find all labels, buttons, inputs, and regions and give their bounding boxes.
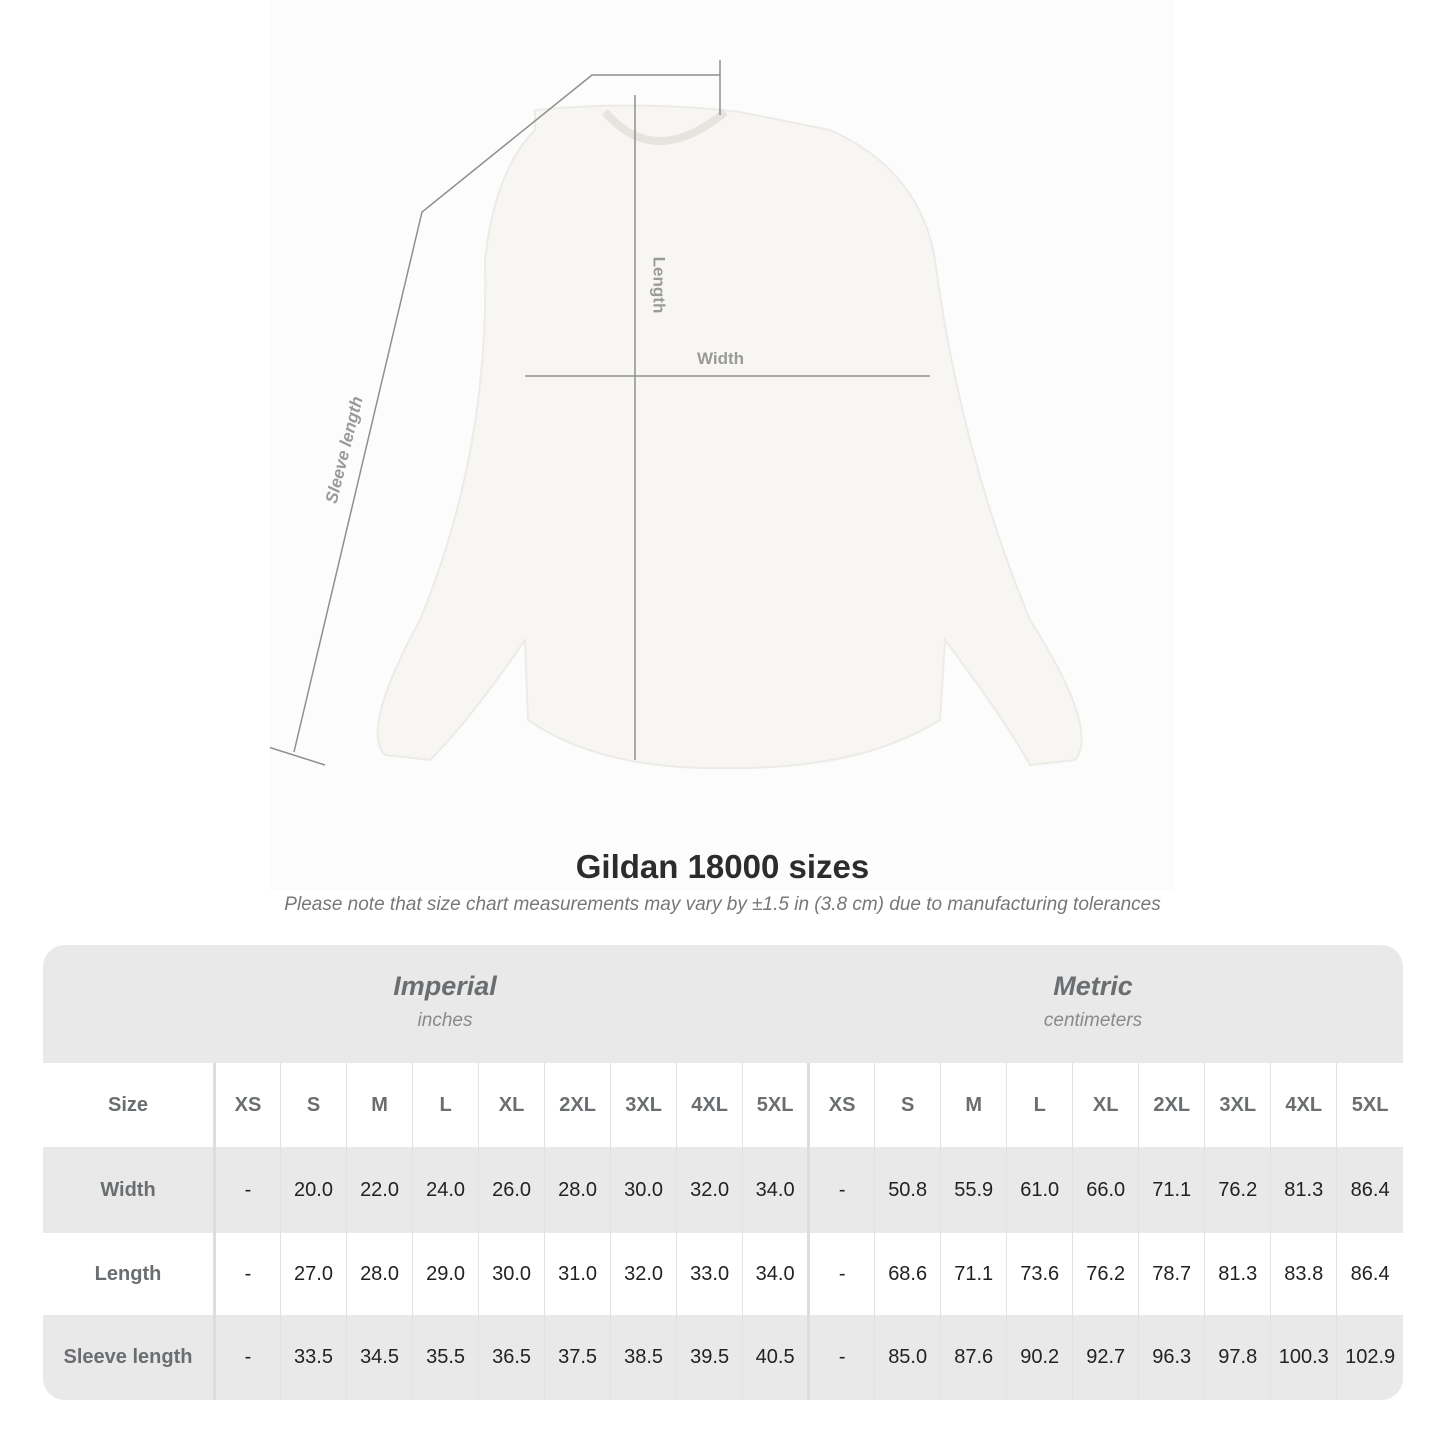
metric-size-header: XS bbox=[807, 1063, 875, 1147]
imperial-value-cell: 40.5 bbox=[742, 1315, 809, 1400]
imperial-value-cell: 34.0 bbox=[742, 1233, 809, 1315]
measure-lines bbox=[270, 60, 930, 766]
metric-value-cell: 76.2 bbox=[1204, 1147, 1271, 1233]
metric-value-cell: 61.0 bbox=[1006, 1147, 1073, 1233]
size-label: Size bbox=[43, 1063, 216, 1147]
imperial-value-cell: - bbox=[213, 1147, 281, 1233]
metric-value-cell: 85.0 bbox=[874, 1315, 941, 1400]
imperial-value-cell: 28.0 bbox=[544, 1147, 611, 1233]
metric-value-cell: 71.1 bbox=[940, 1233, 1007, 1315]
size-table: Size XS S M L XL 2XL 3XL 4XL 5XL XS S M L XL 2XL 3XL 4XL 5… bbox=[43, 1063, 1403, 1400]
metric-value-cell: 73.6 bbox=[1006, 1233, 1073, 1315]
imperial-value-cell: 34.5 bbox=[346, 1315, 413, 1400]
metric-value-cell: - bbox=[807, 1233, 875, 1315]
metric-value-cell: 81.3 bbox=[1204, 1233, 1271, 1315]
imperial-size-header: XS bbox=[213, 1063, 281, 1147]
metric-value-cell: 66.0 bbox=[1072, 1147, 1139, 1233]
sweatshirt-diagram bbox=[270, 60, 1083, 770]
imperial-value-cell: 29.0 bbox=[412, 1233, 479, 1315]
imperial-size-header: 3XL bbox=[610, 1063, 677, 1147]
tolerance-note: Please note that size chart measurements… bbox=[284, 894, 1161, 915]
imperial-value-cell: 24.0 bbox=[412, 1147, 479, 1233]
imperial-value-cell: - bbox=[213, 1315, 281, 1400]
size-table-card: Imperial inches Metric centimeters Size X… bbox=[43, 945, 1403, 1400]
metric-value-cell: 81.3 bbox=[1270, 1147, 1337, 1233]
table-row: Sleeve length -33.5 34.5 35.5 36.5 37.5 38.5 39… bbox=[43, 1315, 1403, 1400]
metric-value-cell: 78.7 bbox=[1138, 1233, 1205, 1315]
imperial-size-header: L bbox=[412, 1063, 479, 1147]
imperial-value-cell: 22.0 bbox=[346, 1147, 413, 1233]
width-label: Width bbox=[697, 349, 745, 368]
imperial-value-cell: 39.5 bbox=[676, 1315, 743, 1400]
imperial-size-header: M bbox=[346, 1063, 413, 1147]
metric-value-cell: 55.9 bbox=[940, 1147, 1007, 1233]
imperial-value-cell: 27.0 bbox=[280, 1233, 347, 1315]
metric-value-cell: 50.8 bbox=[874, 1147, 941, 1233]
metric-size-header: 5XL bbox=[1336, 1063, 1403, 1147]
imperial-value-cell: 37.5 bbox=[544, 1315, 611, 1400]
metric-value-cell: 97.8 bbox=[1204, 1315, 1271, 1400]
imperial-size-header: 2XL bbox=[544, 1063, 611, 1147]
imperial-value-cell: 28.0 bbox=[346, 1233, 413, 1315]
imperial-unit: inches bbox=[417, 1010, 473, 1031]
metric-value-cell: 87.6 bbox=[940, 1315, 1007, 1400]
metric-value-cell: 100.3 bbox=[1270, 1315, 1337, 1400]
metric-header: Metric centimeters bbox=[813, 945, 1373, 1063]
imperial-value-cell: 33.5 bbox=[280, 1315, 347, 1400]
imperial-value-cell: 36.5 bbox=[478, 1315, 545, 1400]
imperial-value-cell: 26.0 bbox=[478, 1147, 545, 1233]
imperial-value-cell: 31.0 bbox=[544, 1233, 611, 1315]
metric-size-header: 3XL bbox=[1204, 1063, 1271, 1147]
imperial-value-cell: 30.0 bbox=[610, 1147, 677, 1233]
metric-value-cell: 68.6 bbox=[874, 1233, 941, 1315]
length-label: Length bbox=[649, 256, 669, 314]
metric-value-cell: 90.2 bbox=[1006, 1315, 1073, 1400]
metric-size-header: XL bbox=[1072, 1063, 1139, 1147]
imperial-value-cell: 32.0 bbox=[610, 1233, 677, 1315]
metric-size-header: 2XL bbox=[1138, 1063, 1205, 1147]
metric-size-header: 4XL bbox=[1270, 1063, 1337, 1147]
metric-value-cell: 92.7 bbox=[1072, 1315, 1139, 1400]
metric-value-cell: - bbox=[807, 1315, 875, 1400]
imperial-value-cell: 35.5 bbox=[412, 1315, 479, 1400]
metric-unit: centimeters bbox=[1043, 1010, 1143, 1031]
imperial-heading: Imperial bbox=[393, 971, 497, 1001]
row-label: Sleeve length bbox=[43, 1315, 216, 1400]
sweatshirt-photo: Length Width Sleeve length bbox=[270, 0, 1175, 890]
imperial-value-cell: 33.0 bbox=[676, 1233, 743, 1315]
imperial-size-header: 4XL bbox=[676, 1063, 743, 1147]
table-row: Length -27.0 28.0 29.0 30.0 31.0 32.0 33.0 34.0-… bbox=[43, 1233, 1403, 1315]
imperial-value-cell: 34.0 bbox=[742, 1147, 809, 1233]
row-label: Length bbox=[43, 1233, 216, 1315]
metric-size-header: M bbox=[940, 1063, 1007, 1147]
imperial-size-header: 5XL bbox=[742, 1063, 809, 1147]
metric-value-cell: - bbox=[807, 1147, 875, 1233]
metric-size-header: S bbox=[874, 1063, 941, 1147]
imperial-value-cell: 20.0 bbox=[280, 1147, 347, 1233]
sweatshirt-shape bbox=[376, 104, 1083, 770]
metric-value-cell: 76.2 bbox=[1072, 1233, 1139, 1315]
imperial-value-cell: - bbox=[213, 1233, 281, 1315]
imperial-size-header: XL bbox=[478, 1063, 545, 1147]
table-row: Width -20.0 22.0 24.0 26.0 28.0 30.0 32.0 34.0-5… bbox=[43, 1147, 1403, 1233]
metric-value-cell: 71.1 bbox=[1138, 1147, 1205, 1233]
imperial-size-header: S bbox=[280, 1063, 347, 1147]
metric-value-cell: 86.4 bbox=[1336, 1147, 1403, 1233]
metric-value-cell: 96.3 bbox=[1138, 1315, 1205, 1400]
imperial-value-cell: 32.0 bbox=[676, 1147, 743, 1233]
metric-value-cell: 102.9 bbox=[1336, 1315, 1403, 1400]
metric-value-cell: 83.8 bbox=[1270, 1233, 1337, 1315]
metric-size-header: L bbox=[1006, 1063, 1073, 1147]
imperial-header: Imperial inches bbox=[215, 945, 675, 1063]
imperial-value-cell: 38.5 bbox=[610, 1315, 677, 1400]
page-title: Gildan 18000 sizes bbox=[575, 848, 870, 885]
imperial-value-cell: 30.0 bbox=[478, 1233, 545, 1315]
row-label: Width bbox=[43, 1147, 216, 1233]
size-header-row: Size XS S M L XL 2XL 3XL 4XL 5XL XS S M L XL 2XL 3XL 4XL 5… bbox=[43, 1063, 1403, 1147]
metric-value-cell: 86.4 bbox=[1336, 1233, 1403, 1315]
metric-heading: Metric bbox=[1053, 971, 1133, 1001]
